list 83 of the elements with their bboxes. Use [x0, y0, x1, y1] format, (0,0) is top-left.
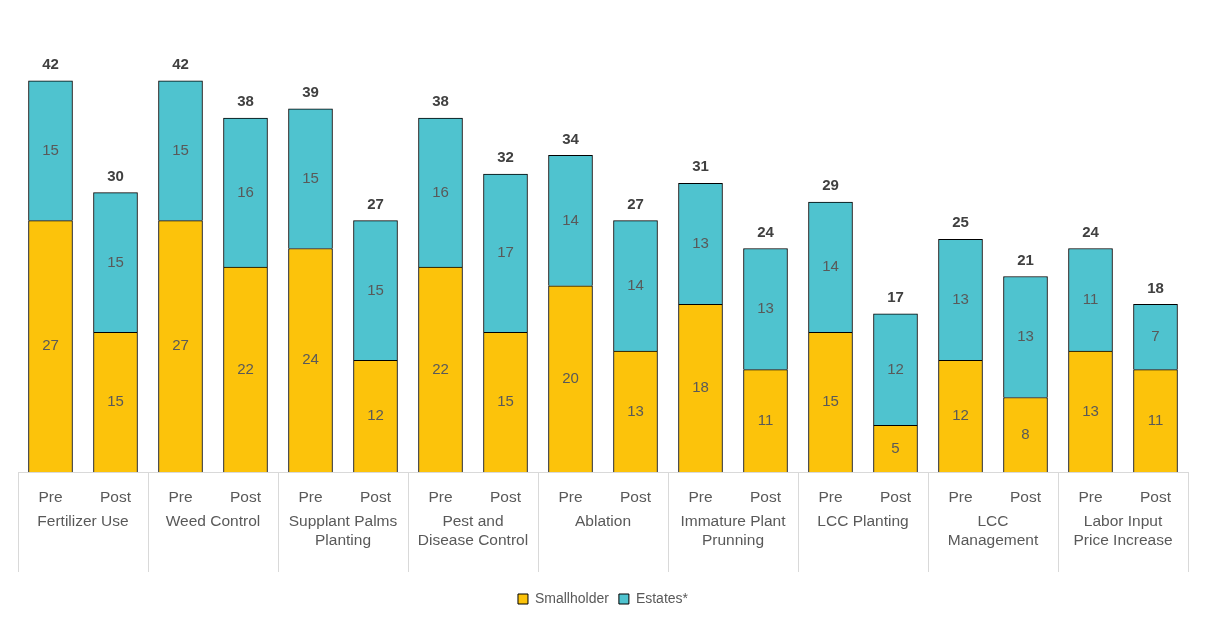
- text: Supplant Palms Planting: [288, 512, 398, 549]
- x-tick-label: Post: [1009, 487, 1042, 505]
- data-label: 12: [367, 406, 384, 424]
- data-label: 22: [237, 359, 254, 377]
- total-label: 25: [952, 213, 969, 231]
- text: Ablation: [574, 512, 632, 530]
- data-label: 13: [692, 234, 709, 252]
- text: LCC Planting: [817, 512, 909, 530]
- data-label: 12: [887, 359, 904, 377]
- total-label: 30: [107, 166, 124, 184]
- legend-label: Estates*: [635, 589, 689, 606]
- data-label: 11: [1147, 410, 1164, 428]
- x-tick-label: Pre: [298, 487, 323, 505]
- data-label: 14: [822, 257, 839, 275]
- data-label: 27: [42, 336, 59, 354]
- data-label: 16: [237, 182, 254, 200]
- total-label: 21: [1017, 250, 1034, 268]
- x-tick-label: Pre: [818, 487, 843, 505]
- x-tick-label: Post: [229, 487, 262, 505]
- x-tick-label: Pre: [558, 487, 583, 505]
- x-tick-label: Post: [1139, 487, 1172, 505]
- total-label: 18: [1147, 278, 1164, 296]
- data-label: 24: [302, 350, 319, 368]
- data-label: 15: [822, 392, 839, 410]
- x-tick-label: Pre: [428, 487, 453, 505]
- total-label: 31: [692, 157, 709, 175]
- data-label: 22: [432, 359, 449, 377]
- legend-label: Smallholder: [534, 589, 610, 606]
- data-label: 13: [1082, 401, 1099, 419]
- total-label: 39: [302, 83, 319, 101]
- x-tick-label: Post: [99, 487, 132, 505]
- x-tick-label: Post: [619, 487, 652, 505]
- total-label: 32: [497, 148, 514, 166]
- total-label: 17: [887, 287, 904, 305]
- text: Labor Input Price Increase: [1073, 512, 1173, 549]
- total-label: 27: [367, 194, 384, 212]
- data-label: 15: [302, 168, 319, 186]
- data-label: 13: [1017, 327, 1034, 345]
- data-label: 8: [1021, 424, 1030, 442]
- data-label: 11: [757, 410, 774, 428]
- data-label: 17: [497, 243, 514, 261]
- total-label: 42: [42, 55, 59, 73]
- data-label: 16: [432, 182, 449, 200]
- data-label: 15: [42, 140, 59, 158]
- text: Pest and Disease Control: [417, 512, 529, 549]
- text: Weed Control: [165, 512, 261, 530]
- data-label: 7: [1151, 327, 1160, 345]
- data-label: 14: [627, 275, 644, 293]
- total-label: 24: [757, 222, 775, 240]
- data-label: 13: [757, 299, 774, 317]
- data-label: 15: [497, 392, 514, 410]
- x-tick-label: Post: [359, 487, 392, 505]
- total-label: 34: [562, 129, 580, 147]
- total-label: 27: [627, 194, 644, 212]
- total-label: 38: [237, 92, 254, 110]
- x-tick-label: Pre: [168, 487, 193, 505]
- data-label: 11: [1082, 289, 1099, 307]
- total-label: 24: [1082, 222, 1100, 240]
- data-label: 14: [562, 210, 579, 228]
- x-tick-label: Post: [749, 487, 782, 505]
- data-label: 5: [891, 438, 900, 456]
- x-tick-label: Pre: [1078, 487, 1103, 505]
- total-label: 42: [172, 55, 189, 73]
- x-tick-label: Pre: [688, 487, 713, 505]
- total-label: 29: [822, 176, 839, 194]
- data-label: 15: [367, 280, 384, 298]
- x-tick-label: Pre: [38, 487, 63, 505]
- text: Fertilizer Use: [37, 512, 129, 530]
- text: LCC Management: [947, 512, 1039, 549]
- data-label: 15: [107, 252, 124, 270]
- data-label: 20: [562, 369, 579, 387]
- data-label: 18: [692, 378, 709, 396]
- text: Immature Plant Prunning: [680, 512, 787, 549]
- x-tick-label: Post: [489, 487, 522, 505]
- data-label: 15: [172, 140, 189, 158]
- x-tick-label: Pre: [948, 487, 973, 505]
- data-label: 27: [172, 336, 189, 354]
- data-label: 12: [952, 406, 969, 424]
- data-label: 13: [952, 289, 969, 307]
- total-label: 38: [432, 92, 449, 110]
- data-label: 15: [107, 392, 124, 410]
- data-label: 13: [627, 401, 644, 419]
- x-tick-label: Post: [879, 487, 912, 505]
